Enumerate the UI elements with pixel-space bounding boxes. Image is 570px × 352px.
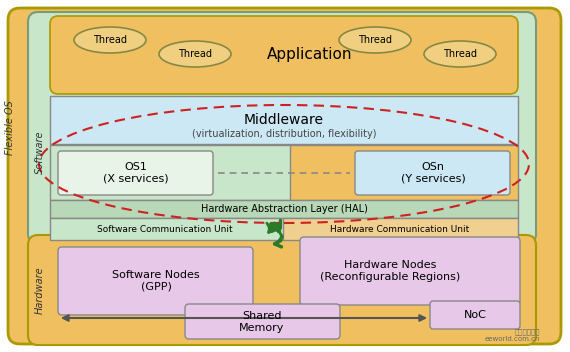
Ellipse shape [339,27,411,53]
Text: Thread: Thread [358,35,392,45]
Bar [50,218,280,240]
Ellipse shape [74,27,146,53]
Text: Software: Software [35,130,45,174]
Text: OSn
(Y services): OSn (Y services) [401,162,465,184]
FancyBboxPatch shape [430,301,520,329]
FancyBboxPatch shape [8,8,561,344]
Text: Thread: Thread [93,35,127,45]
Ellipse shape [424,41,496,67]
Text: Hardware Abstraction Layer (HAL): Hardware Abstraction Layer (HAL) [201,204,368,214]
Text: Flexible OS: Flexible OS [5,101,15,156]
Text: Software Nodes
(GPP): Software Nodes (GPP) [112,270,200,292]
Text: Thread: Thread [178,49,212,59]
FancyArrowPatch shape [275,237,282,247]
Ellipse shape [159,41,231,67]
Bar [50,96,518,144]
FancyBboxPatch shape [185,304,340,339]
FancyBboxPatch shape [300,237,520,305]
Bar [283,218,518,240]
FancyBboxPatch shape [28,12,536,244]
FancyBboxPatch shape [58,247,253,315]
FancyArrowPatch shape [271,226,279,232]
FancyBboxPatch shape [28,235,536,345]
Text: Hardware: Hardware [35,266,45,314]
Text: Hardware Nodes
(Reconfigurable Regions): Hardware Nodes (Reconfigurable Regions) [320,260,460,282]
FancyBboxPatch shape [58,151,213,195]
Text: NoC: NoC [463,310,486,320]
Text: Application: Application [267,48,353,63]
Text: Shared
Memory: Shared Memory [239,311,284,333]
FancyBboxPatch shape [355,151,510,195]
Text: Middleware: Middleware [244,113,324,127]
Text: 电子工程世界
eeworld.com.cn: 电子工程世界 eeworld.com.cn [484,328,540,342]
Bar [50,145,290,200]
Text: OS1
(X services): OS1 (X services) [103,162,169,184]
Bar [50,145,518,200]
Bar [50,200,518,218]
FancyBboxPatch shape [50,16,518,94]
FancyArrowPatch shape [271,220,280,228]
Bar [290,145,518,200]
Text: Thread: Thread [443,49,477,59]
Text: Software Communication Unit: Software Communication Unit [97,225,233,233]
Text: Hardware Communication Unit: Hardware Communication Unit [331,225,470,233]
Text: (virtualization, distribution, flexibility): (virtualization, distribution, flexibili… [192,129,376,139]
